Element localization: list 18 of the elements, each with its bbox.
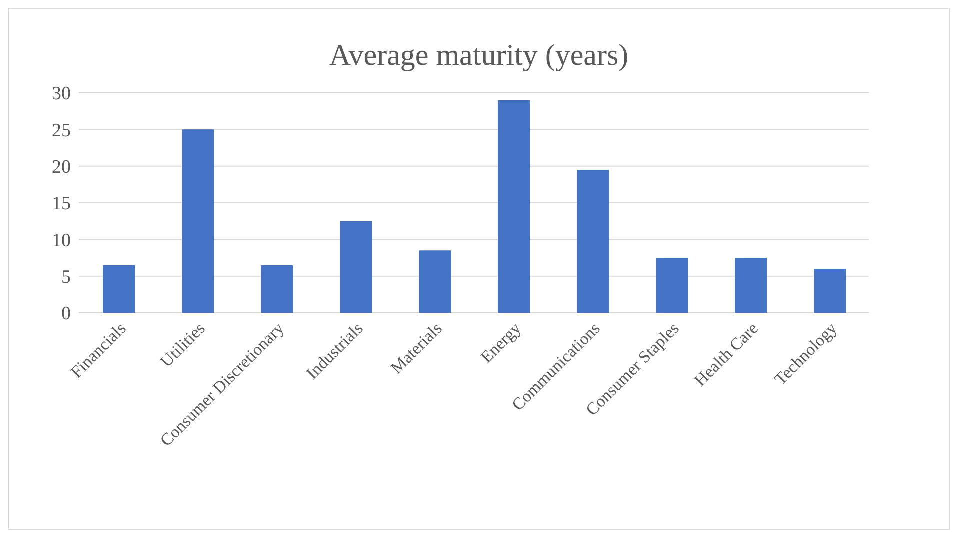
y-tick-label: 5 [62,267,71,288]
bar [498,100,530,313]
y-tick-label: 10 [52,230,71,252]
y-tick-label: 15 [52,194,71,215]
bar [261,265,293,313]
y-tick-label: 30 [52,84,71,105]
bar [182,130,214,313]
y-tick-label: 0 [62,304,71,325]
bar [103,265,135,313]
bar [814,269,846,313]
chart-title: Average maturity (years) [328,39,630,73]
bar [577,170,609,313]
bar [340,221,372,313]
bar [735,258,767,313]
y-tick-label: 20 [52,157,71,178]
bar [656,258,688,313]
y-tick-label: 25 [52,120,71,142]
bar [419,250,451,313]
